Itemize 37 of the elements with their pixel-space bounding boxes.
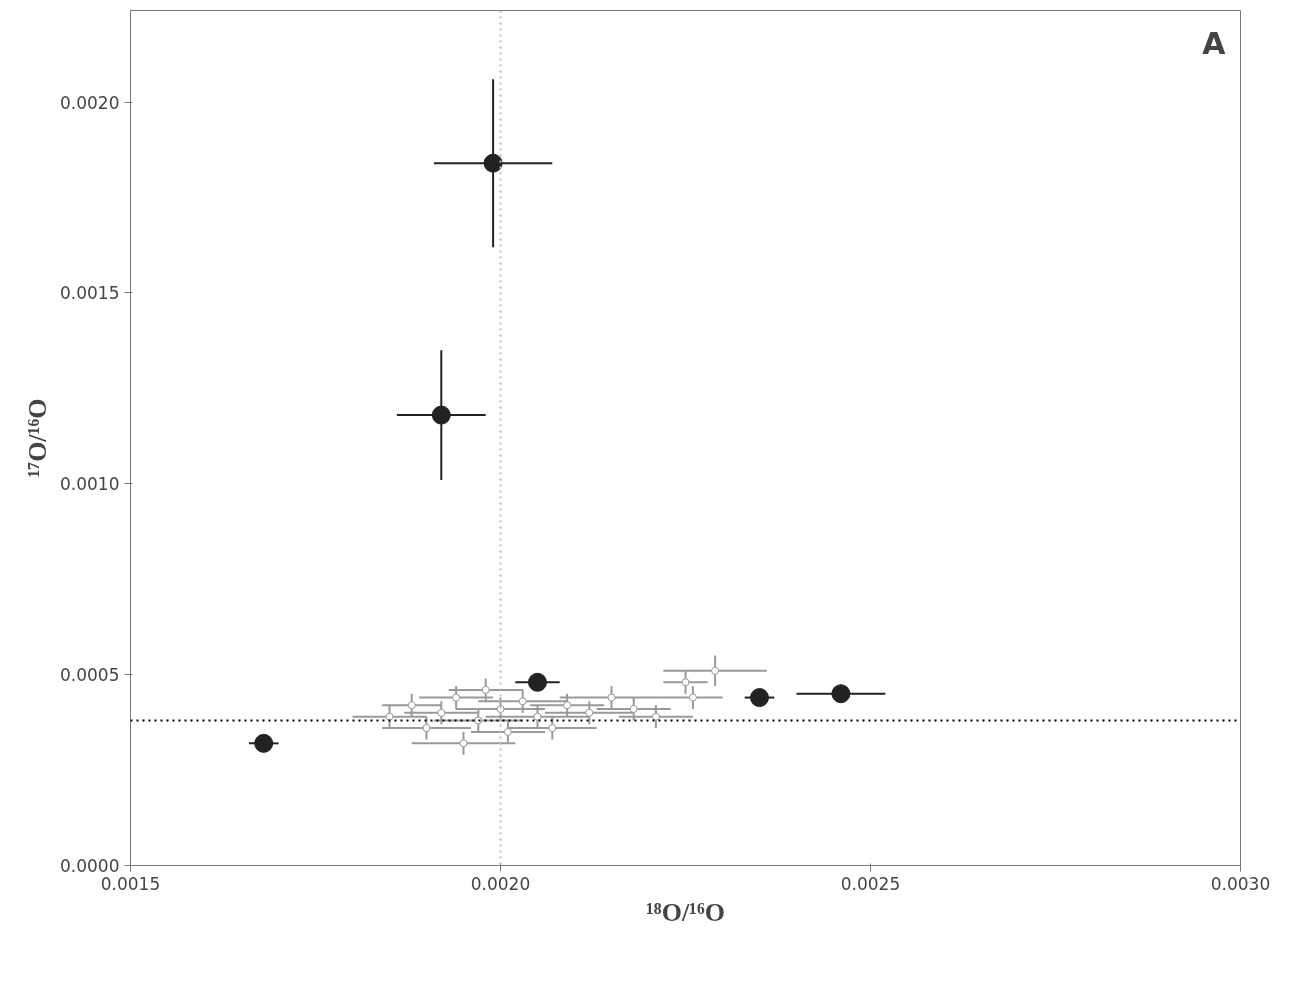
point bbox=[254, 733, 274, 753]
y-tick-label: 0.0020 bbox=[60, 92, 120, 113]
point bbox=[422, 724, 431, 733]
point bbox=[528, 672, 547, 692]
point bbox=[452, 693, 461, 702]
annotation: A bbox=[1202, 25, 1227, 61]
point bbox=[607, 693, 616, 702]
point bbox=[483, 153, 503, 173]
y-tick-label: 0.0000 bbox=[60, 856, 120, 876]
x-tick-label: 0.0020 bbox=[470, 873, 531, 894]
y-tick-label: 0.0005 bbox=[60, 665, 120, 686]
point bbox=[831, 684, 851, 704]
point bbox=[407, 701, 416, 710]
point bbox=[481, 685, 490, 694]
point bbox=[681, 678, 690, 687]
point bbox=[563, 701, 572, 710]
point bbox=[533, 712, 542, 721]
point bbox=[518, 697, 527, 706]
point bbox=[503, 727, 512, 736]
point bbox=[437, 708, 446, 717]
point bbox=[431, 405, 451, 425]
y-axis-title: ¹⁷O/¹⁶O bbox=[23, 398, 53, 478]
point bbox=[651, 712, 660, 721]
point bbox=[459, 739, 468, 748]
x-axis-title: ¹⁸O/¹⁶O bbox=[646, 897, 725, 927]
x-tick-label: 0.0015 bbox=[100, 873, 161, 894]
y-tick-label: 0.0010 bbox=[60, 474, 120, 495]
point bbox=[548, 724, 557, 733]
y-tick-label: 0.0015 bbox=[60, 283, 120, 304]
point bbox=[688, 693, 697, 702]
point bbox=[750, 688, 769, 708]
point bbox=[585, 708, 594, 717]
x-tick-label: 0.0030 bbox=[1210, 873, 1271, 894]
point bbox=[711, 666, 720, 675]
point bbox=[629, 705, 638, 713]
point bbox=[385, 712, 394, 721]
x-tick-label: 0.0025 bbox=[840, 873, 901, 894]
